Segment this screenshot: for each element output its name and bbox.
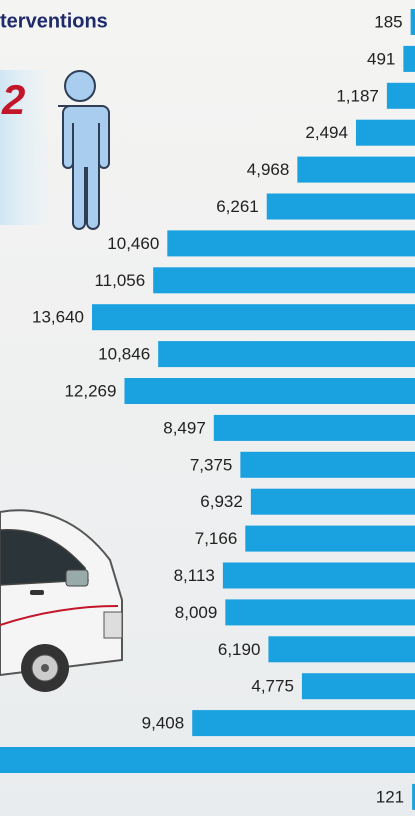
bar	[153, 267, 415, 293]
bar	[403, 46, 415, 72]
bar	[302, 673, 415, 699]
value-label: 185	[374, 12, 402, 31]
value-label: 1,187	[336, 86, 379, 105]
bar	[0, 747, 415, 773]
value-label: 4,968	[247, 160, 290, 179]
value-label: 7,166	[195, 529, 238, 548]
value-label: 13,640	[32, 308, 84, 327]
bar	[158, 341, 415, 367]
page: {"chart_data": {"type": "bar", "orientat…	[0, 0, 415, 816]
chart: terventions 2 185 491 1,187 2,494 4,968 6,261…	[0, 0, 415, 816]
value-label: 8,497	[163, 418, 206, 437]
value-label: 9,408	[142, 714, 185, 733]
bar	[297, 157, 415, 183]
value-label: 6,261	[216, 197, 259, 216]
value-label: 2,494	[305, 123, 348, 142]
value-label: 4,775	[251, 677, 294, 696]
bar	[411, 9, 415, 35]
bar	[387, 83, 415, 109]
bar	[167, 230, 415, 256]
bar	[214, 415, 415, 441]
bar	[267, 194, 415, 220]
highlight-number: 2	[1, 76, 25, 123]
bar	[240, 452, 415, 478]
bar	[268, 636, 415, 662]
bar	[192, 710, 415, 736]
bar	[225, 599, 415, 625]
value-label: 491	[367, 49, 395, 68]
bar	[251, 489, 415, 515]
value-label: 8,113	[174, 566, 215, 585]
value-label: 10,460	[107, 234, 159, 253]
bar	[245, 526, 415, 552]
bar	[124, 378, 415, 404]
bar	[356, 120, 415, 146]
bar	[92, 304, 415, 330]
value-label: 6,932	[200, 492, 243, 511]
value-label: 10,846	[98, 345, 150, 364]
value-label: 12,269	[64, 381, 116, 400]
value-label: 11,056	[94, 271, 145, 290]
value-label: 7,375	[190, 455, 233, 474]
value-label: 6,190	[218, 640, 261, 659]
value-label: 121	[376, 787, 404, 806]
chart-title: terventions	[0, 10, 108, 32]
value-label: 8,009	[175, 603, 218, 622]
bar	[223, 563, 415, 589]
